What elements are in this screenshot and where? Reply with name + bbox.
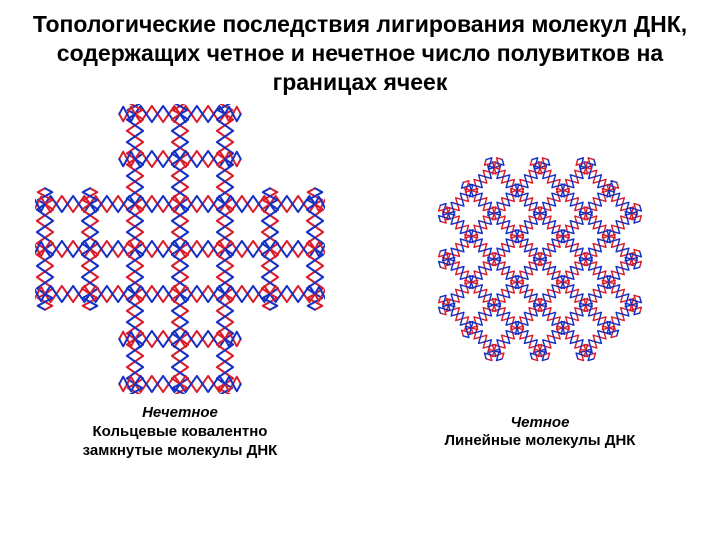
caption-right-sub: Линейные молекулы ДНК — [445, 432, 636, 451]
page-title: Топологические последствия лигирования м… — [24, 10, 696, 96]
lattice-even — [395, 114, 685, 404]
caption-left-sub: Кольцевые ковалентнозамкнутые молекулы Д… — [83, 423, 278, 461]
caption-left: Нечетное Кольцевые ковалентнозамкнутые м… — [83, 404, 278, 460]
caption-right-em: Четное — [445, 414, 636, 433]
lattice-odd — [35, 104, 325, 394]
caption-right: Четное Линейные молекулы ДНК — [445, 414, 636, 452]
figure-right: Четное Линейные молекулы ДНК — [395, 114, 685, 452]
figure-left: Нечетное Кольцевые ковалентнозамкнутые м… — [35, 104, 325, 460]
figures-row: Нечетное Кольцевые ковалентнозамкнутые м… — [0, 104, 720, 460]
caption-left-em: Нечетное — [83, 404, 278, 423]
